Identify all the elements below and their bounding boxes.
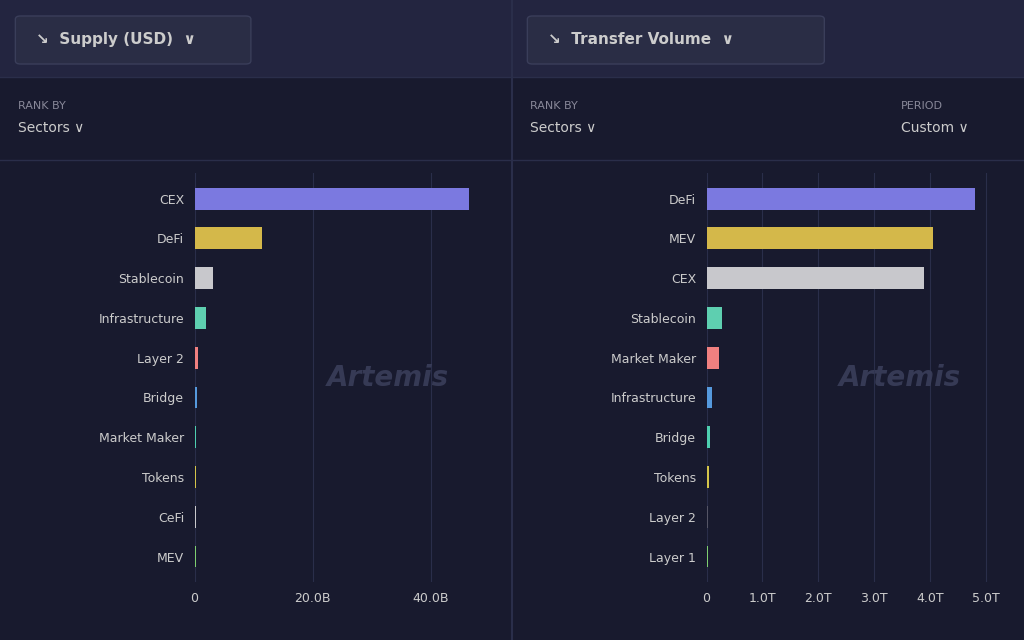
Bar — [707, 188, 975, 209]
Text: RANK BY: RANK BY — [18, 100, 67, 111]
Bar — [707, 426, 710, 448]
Bar — [195, 506, 196, 528]
Text: Sectors ∨: Sectors ∨ — [18, 121, 85, 135]
Bar — [195, 466, 197, 488]
Text: Artemis: Artemis — [839, 364, 962, 392]
Bar — [707, 387, 712, 408]
Bar — [195, 307, 206, 329]
Text: ↘  Transfer Volume  ∨: ↘ Transfer Volume ∨ — [548, 32, 734, 47]
Bar — [707, 307, 722, 329]
Text: ↘  Supply (USD)  ∨: ↘ Supply (USD) ∨ — [36, 32, 196, 47]
Text: Sectors ∨: Sectors ∨ — [530, 121, 597, 135]
Bar — [195, 227, 262, 250]
Bar — [195, 546, 196, 568]
Bar — [195, 268, 213, 289]
Text: Artemis: Artemis — [327, 364, 450, 392]
Text: RANK BY: RANK BY — [530, 100, 579, 111]
Text: PERIOD: PERIOD — [901, 100, 943, 111]
Bar — [195, 426, 197, 448]
Bar — [707, 506, 708, 528]
Bar — [195, 387, 197, 408]
Bar — [707, 466, 709, 488]
Bar — [707, 268, 925, 289]
Bar — [195, 188, 469, 209]
Bar — [195, 347, 198, 369]
Text: Custom ∨: Custom ∨ — [901, 121, 969, 135]
Bar — [707, 227, 933, 250]
Bar — [707, 347, 719, 369]
